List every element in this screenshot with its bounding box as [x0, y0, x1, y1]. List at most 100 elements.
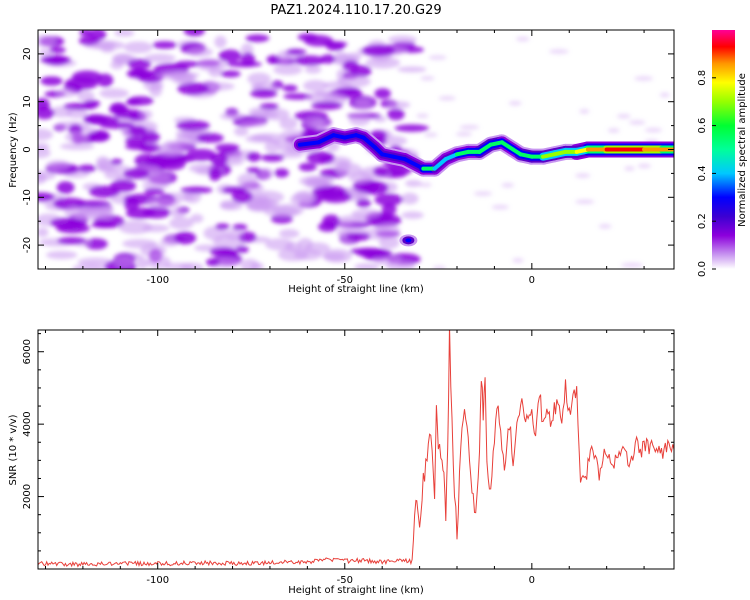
spectrogram-noise-blob: [110, 102, 127, 113]
spectrogram-faint-blob: [424, 132, 438, 138]
spectrogram-noise-blob: [64, 206, 90, 219]
spectrogram-noise-blob: [240, 119, 268, 127]
colorbar-tick-label: 0.2: [697, 213, 708, 229]
spectrogram-noise-blob: [274, 168, 289, 178]
spectrogram-noise-blob: [381, 203, 397, 216]
spectrogram-noise-blob: [285, 48, 307, 55]
spectrogram-noise-blob: [294, 55, 326, 66]
spectrogram-faint-blob: [418, 182, 432, 188]
spectrogram-y-tick-label: -20: [22, 237, 33, 253]
spectrogram-faint-blob: [634, 76, 654, 82]
spectrogram-faint-blob: [624, 166, 635, 172]
spectrogram-signal-segment: [499, 140, 516, 152]
spectrogram-noise-blob: [123, 41, 153, 54]
spectrogram-noise-blob: [140, 243, 167, 258]
spectrogram-noise-blob: [278, 229, 300, 239]
spectrogram-faint-blob: [455, 131, 472, 137]
spectrogram-noise-blob: [356, 198, 371, 208]
spectrogram-noise-blob: [297, 237, 313, 251]
snr-y-axis-label: SNR (10 * v/v): [8, 414, 19, 485]
spectrogram-y-tick-label: 10: [22, 95, 33, 108]
spectrogram-faint-blob: [575, 199, 595, 205]
spectrogram-noise-blob: [356, 248, 393, 258]
spectrogram-noise-blob: [144, 188, 165, 195]
spectrogram-noise-blob: [99, 88, 129, 99]
spectrogram-faint-blob: [420, 75, 435, 81]
spectrogram-noise-blob: [187, 47, 213, 57]
spectrogram-noise-blob: [348, 113, 371, 126]
spectrogram-noise-blob: [401, 192, 419, 205]
spectrogram-noise-blob: [306, 91, 340, 104]
spectrogram-faint-blob: [459, 124, 480, 130]
spectrogram-y-axis-label: Frequency (Hz): [8, 112, 19, 188]
spectrogram-noise-blob: [246, 152, 261, 162]
spectrogram-faint-blob: [598, 223, 612, 229]
spectrogram-noise-blob: [348, 172, 374, 184]
spectrogram-noise-blob: [196, 58, 227, 72]
snr-x-tick-label: -100: [146, 575, 169, 586]
spectrogram-noise-blob: [337, 75, 371, 88]
spectrogram-noise-blob: [351, 208, 381, 219]
spectrogram-noise-blob: [247, 194, 270, 204]
spectrogram-noise-blob: [136, 257, 149, 269]
spectrogram-faint-blob: [575, 173, 591, 179]
spectrogram-noise-blob: [311, 119, 328, 130]
spectrogram-noise-blob: [282, 84, 298, 92]
spectrogram-signal-segment: [477, 142, 493, 154]
snr-frame: [37, 329, 675, 570]
spectrogram-noise-blob: [127, 58, 152, 70]
spectrogram-noise-blob: [246, 167, 261, 174]
spectrogram-noise-blob: [250, 83, 264, 90]
spectrogram-noise-blob: [354, 263, 380, 269]
spectrogram-noise-blob: [180, 262, 204, 269]
spectrogram-noise-blob: [57, 237, 87, 245]
spectrogram-noise-blob: [319, 190, 352, 203]
spectrogram-noise-blob: [250, 133, 285, 142]
spectrogram-noise-blob: [40, 76, 63, 86]
spectrogram-signal-segment: [402, 157, 426, 171]
spectrogram-noise-blob: [83, 99, 101, 108]
spectrogram-noise-blob: [99, 207, 114, 220]
spectrogram-noise-blob: [183, 30, 205, 37]
spectrogram-noise-blob: [361, 44, 396, 57]
spectrogram-noise-blob: [169, 216, 194, 230]
spectrogram-faint-blob: [579, 108, 590, 114]
snr-y-ticks: 2000 4000 6000: [22, 333, 674, 570]
spectrogram-noise-blob: [235, 245, 249, 254]
spectrogram-noise-blob: [137, 70, 164, 83]
spectrogram-noise-blob: [317, 221, 338, 232]
spectrogram-noise-blob: [313, 180, 331, 189]
colorbar-tick-label: 0.4: [697, 165, 708, 181]
spectrogram-noise-blob: [303, 79, 328, 92]
spectrogram-noise-blob: [56, 88, 77, 98]
spectrogram-faint-blob: [432, 265, 446, 269]
colorbar-tick-label: 0.6: [697, 118, 708, 134]
spectrogram-noise-blob: [64, 131, 90, 143]
spectrogram-x-axis-label: Height of straight line (km): [288, 284, 424, 295]
spectrogram-noise-blob: [114, 30, 135, 37]
spectrogram-noise-blob: [84, 238, 108, 250]
snr-y-tick-label: 2000: [22, 484, 33, 509]
snr-background: [38, 330, 674, 569]
spectrogram-faint-blob: [438, 95, 456, 101]
spectrogram-noise-blob: [38, 128, 54, 141]
spectrogram-noise-blob: [233, 126, 249, 137]
colorbar-gradient: [712, 30, 735, 269]
spectrogram-noise-blob: [196, 133, 224, 143]
colorbar-ticks: 0.0 0.2 0.4 0.6 0.8: [697, 70, 716, 277]
spectrogram-x-tick-label: -100: [146, 275, 169, 286]
spectrogram-noise-blob: [38, 147, 51, 159]
spectrogram-noise-blob: [374, 193, 403, 207]
spectrogram-noise-blob: [209, 153, 228, 165]
spectrogram-noise-blob: [405, 179, 422, 188]
spectrogram-faint-blob: [659, 92, 670, 98]
spectrogram-noise-blob: [144, 53, 176, 63]
spectrogram-noise-blob: [125, 98, 141, 106]
spectrogram-noise-blob: [240, 43, 254, 56]
colorbar-tick-label: 0.8: [697, 70, 708, 86]
spectrogram-noise-blob: [247, 201, 271, 212]
spectrogram-noise-blob: [231, 189, 253, 204]
spectrogram-noise-blob: [298, 162, 317, 172]
spectrogram-x-ticks: -100 -50 0: [44, 30, 645, 286]
spectrogram-noise-blob: [97, 73, 114, 87]
